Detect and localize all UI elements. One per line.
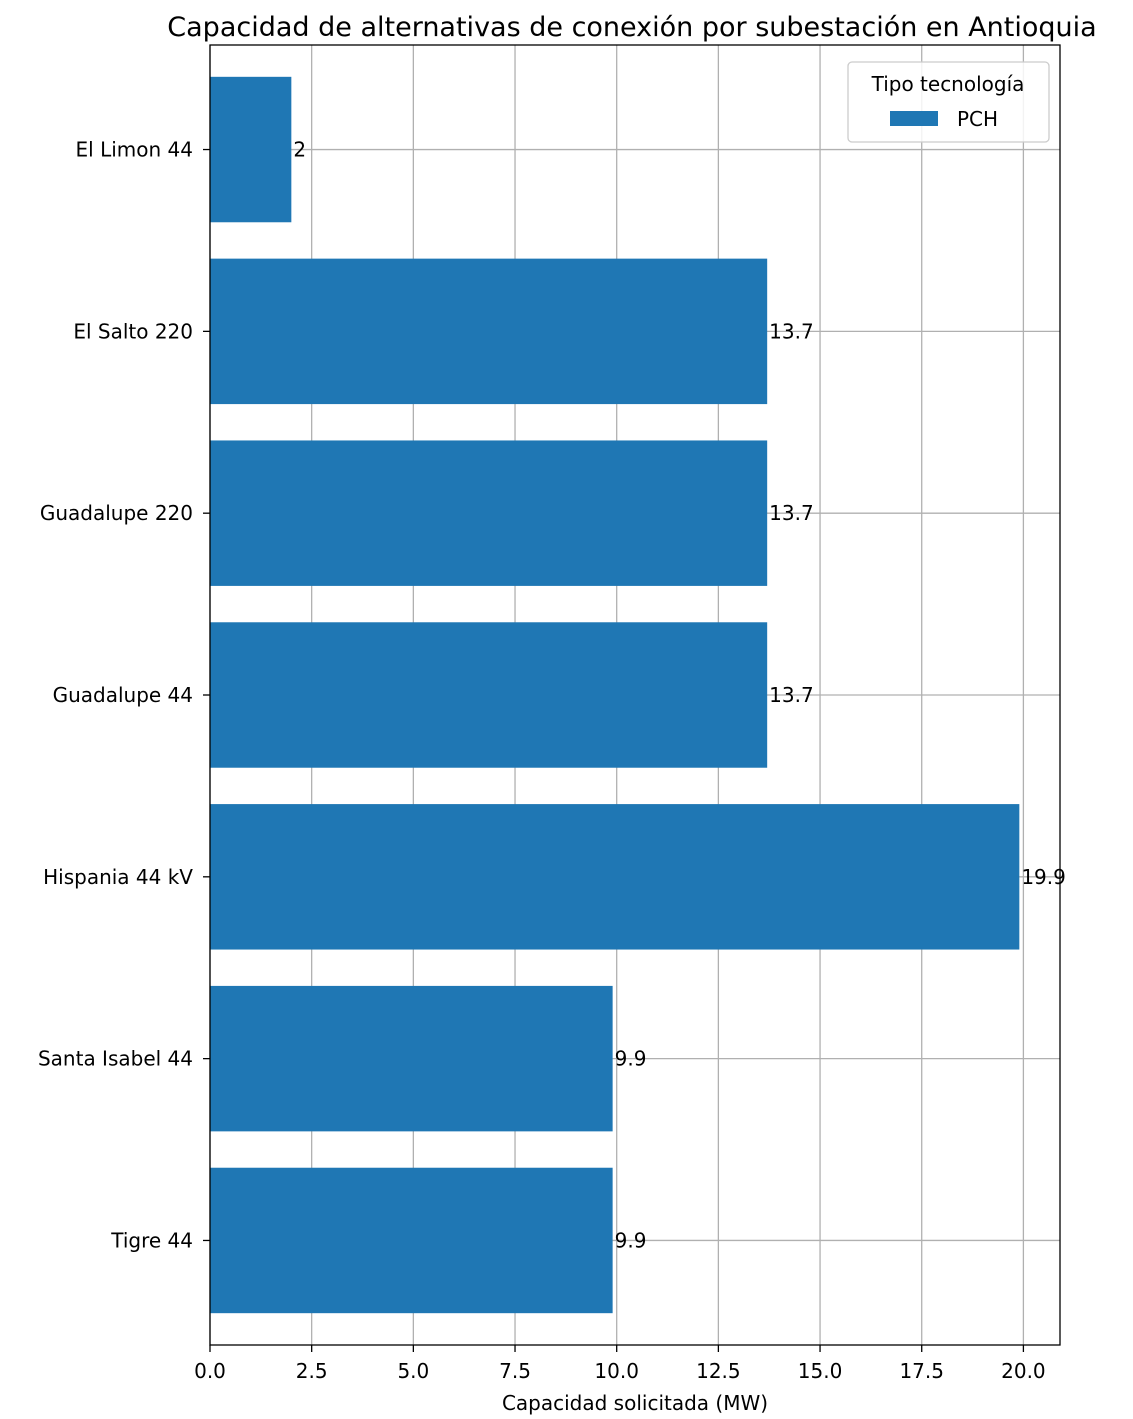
y-tick-label: Santa Isabel 44 xyxy=(38,1047,193,1071)
bar-value-label: 9.9 xyxy=(615,1228,647,1252)
bar xyxy=(210,440,768,586)
legend-swatch-pch xyxy=(890,111,938,126)
bar xyxy=(210,804,1020,950)
x-tick-label: 15.0 xyxy=(798,1359,843,1383)
bar xyxy=(210,985,613,1132)
legend-entry-pch: PCH xyxy=(957,107,998,131)
x-tick-label: 0.0 xyxy=(194,1359,226,1383)
bar-value-label: 19.9 xyxy=(1021,865,1066,889)
x-tick-label: 2.5 xyxy=(296,1359,328,1383)
x-axis-label: Capacidad solicitada (MW) xyxy=(502,1391,768,1415)
legend-title: Tipo tecnología xyxy=(871,72,1025,96)
x-tick-label: 5.0 xyxy=(397,1359,429,1383)
y-tick-label: El Salto 220 xyxy=(73,319,193,343)
y-tick-label: Guadalupe 220 xyxy=(40,501,193,525)
x-tick-label: 10.0 xyxy=(594,1359,639,1383)
bar-layer xyxy=(210,76,1020,1314)
bar xyxy=(210,622,768,768)
x-tick-label: 20.0 xyxy=(1001,1359,1046,1383)
bar xyxy=(210,258,768,405)
bar-value-label: 13.7 xyxy=(769,501,814,525)
y-tick-label: Guadalupe 44 xyxy=(53,683,193,707)
legend: Tipo tecnología PCH xyxy=(847,61,1050,143)
y-tick-label: El Limon 44 xyxy=(76,138,193,162)
y-tick-label: Hispania 44 kV xyxy=(43,865,193,889)
chart-title: Capacidad de alternativas de conexión po… xyxy=(167,12,1096,43)
x-tick-label: 12.5 xyxy=(696,1359,741,1383)
y-axis: El Limon 44 El Salto 220 Guadalupe 220 Guad… xyxy=(38,138,210,1252)
x-tick-label: 17.5 xyxy=(899,1359,944,1383)
data-label-layer: 2 13.7 13.7 13.7 19.9 9.9 9.9 xyxy=(293,138,1066,1253)
x-tick-label: 7.5 xyxy=(499,1359,531,1383)
bar-value-label: 13.7 xyxy=(769,319,814,343)
y-tick-label: Tigre 44 xyxy=(110,1228,193,1252)
bar xyxy=(210,1167,613,1314)
bar xyxy=(210,76,292,223)
bar-value-label: 2 xyxy=(293,138,306,162)
x-axis: 0.0 2.5 5.0 7.5 10.0 12.5 15.0 17.5 20.0 xyxy=(194,1345,1046,1383)
bar-value-label: 13.7 xyxy=(769,683,814,707)
bar-value-label: 9.9 xyxy=(615,1047,647,1071)
